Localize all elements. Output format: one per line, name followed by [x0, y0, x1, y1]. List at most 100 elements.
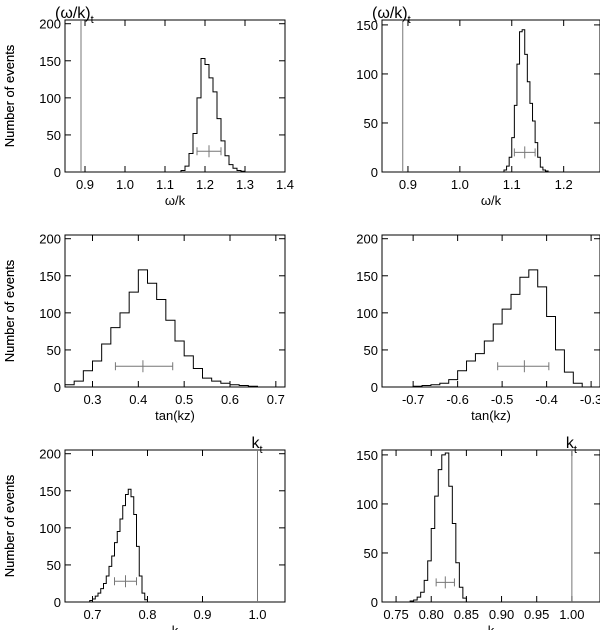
- y-tick-label: 100: [39, 521, 61, 536]
- reference-label: (ω/k)t: [55, 5, 94, 26]
- histogram-bin: [507, 166, 510, 172]
- histogram-bin: [185, 166, 189, 172]
- histogram-bin: [424, 580, 428, 602]
- histogram-outline: [412, 269, 583, 387]
- histogram-bin: [237, 171, 241, 172]
- histogram-bin: [520, 32, 523, 172]
- x-tick-label: 0.7: [83, 607, 101, 622]
- y-tick-label: 50: [364, 116, 378, 131]
- histogram-bin: [102, 344, 111, 387]
- panel-k-left: 0.7 0.8 0.9 1.0 0 50 100 150 200 k Number of event…: [2, 435, 286, 630]
- y-tick-label: 150: [39, 484, 61, 499]
- histogram-bin: [98, 593, 101, 602]
- y-tick-label: 0: [371, 595, 378, 610]
- x-tick-label: 0.9: [399, 177, 417, 192]
- histogram-bin: [131, 497, 134, 602]
- histogram-bin: [484, 341, 493, 387]
- y-tick-label: 200: [39, 447, 61, 462]
- histogram-bin: [529, 270, 538, 387]
- histogram-bin: [233, 168, 237, 172]
- histogram-bin: [428, 561, 432, 602]
- histogram-bin: [93, 599, 96, 602]
- y-tick-label: 0: [54, 595, 61, 610]
- y-tick-label: 0: [371, 165, 378, 180]
- y-tick-label: 0: [54, 165, 61, 180]
- histogram-bin: [128, 489, 131, 602]
- x-axis-label: ω/k: [481, 193, 502, 208]
- histogram-bin: [225, 156, 229, 172]
- y-tick-label: 200: [39, 232, 61, 247]
- histogram-bin: [564, 372, 573, 387]
- histogram-bin: [181, 171, 185, 172]
- x-tick-label: 0.4: [129, 392, 147, 407]
- histogram-bin: [111, 328, 120, 387]
- histogram-bin: [104, 583, 107, 602]
- y-tick-label: 50: [47, 558, 61, 573]
- histogram-bin: [449, 486, 453, 602]
- x-tick-label: 0.85: [454, 607, 479, 622]
- histogram-bin: [440, 383, 449, 387]
- histogram-bin: [117, 532, 120, 602]
- histogram-bin: [148, 283, 157, 387]
- histogram-bin: [137, 546, 140, 602]
- histogram-bin: [221, 383, 230, 387]
- histogram-bin: [203, 378, 212, 387]
- histogram-bin: [120, 313, 129, 387]
- reference-label-subscript: t: [574, 444, 577, 456]
- histogram-bin: [459, 587, 463, 602]
- histogram-bin: [221, 141, 225, 172]
- panel-tankz-right: -0.7 -0.6 -0.5 -0.4 -0.3 0 50 100 150 200 tan(kz) N…: [2, 232, 600, 423]
- histogram-bin: [414, 600, 418, 602]
- histogram-outline: [89, 488, 148, 602]
- y-tick-label: 50: [364, 546, 378, 561]
- histogram-bin: [213, 92, 217, 172]
- reference-label-subscript: t: [91, 14, 94, 26]
- y-axis-label: Number of events: [2, 259, 17, 362]
- y-axis-label: Number of events: [2, 259, 17, 362]
- reference-label-main: (ω/k): [372, 5, 408, 22]
- histogram-bin: [239, 386, 248, 387]
- y-tick-label: 0: [54, 380, 61, 395]
- x-tick-label: 0.95: [524, 607, 549, 622]
- y-axis-label: Number of events: [2, 474, 17, 577]
- histogram-bin: [193, 368, 202, 387]
- histogram-bin: [120, 519, 123, 602]
- reference-label: kt: [252, 435, 263, 456]
- y-axis-label: Number of events: [2, 44, 17, 147]
- histogram-bin: [502, 309, 511, 387]
- reference-label-main: (ω/k): [55, 5, 91, 22]
- plot-frame: [381, 234, 600, 388]
- y-axis-label: Number of events: [2, 44, 17, 147]
- panel-omega-k-left: 0.9 1.0 1.1 1.2 1.3 1.4 0 50 100 150 200 ω/k Number …: [2, 5, 294, 208]
- x-axis-label: ω/k: [165, 193, 186, 208]
- y-tick-label: 100: [39, 306, 61, 321]
- histogram-bin: [546, 171, 549, 172]
- histogram-bin: [463, 598, 467, 602]
- reference-label-main: k: [566, 435, 575, 452]
- histogram-bin: [535, 143, 538, 172]
- histogram-bin: [475, 354, 484, 387]
- y-tick-label: 100: [356, 497, 378, 512]
- histogram-bin: [458, 371, 467, 387]
- panel-k-right: 0.750.800.850.900.951.00050100150kNumber…: [2, 435, 600, 630]
- histogram-outline: [409, 452, 467, 602]
- x-tick-label: -0.4: [535, 392, 557, 407]
- x-tick-label: 0.9: [76, 177, 94, 192]
- x-tick-label: 0.6: [221, 392, 239, 407]
- x-tick-label: 0.5: [175, 392, 193, 407]
- histogram-bin: [115, 543, 118, 602]
- x-tick-label: -0.6: [446, 392, 468, 407]
- histogram-bin: [193, 133, 197, 172]
- y-tick-label: 100: [356, 306, 378, 321]
- y-tick-label: 150: [39, 269, 61, 284]
- x-tick-label: -0.3: [580, 392, 600, 407]
- histogram-bin: [442, 455, 446, 602]
- x-tick-label: 1.4: [276, 177, 294, 192]
- histogram-bin: [514, 105, 517, 172]
- histogram-bin: [493, 324, 502, 387]
- plot-frame: [381, 19, 600, 173]
- histogram-bin: [157, 300, 166, 387]
- histogram-outline: [64, 269, 258, 387]
- histogram-bin: [109, 566, 112, 602]
